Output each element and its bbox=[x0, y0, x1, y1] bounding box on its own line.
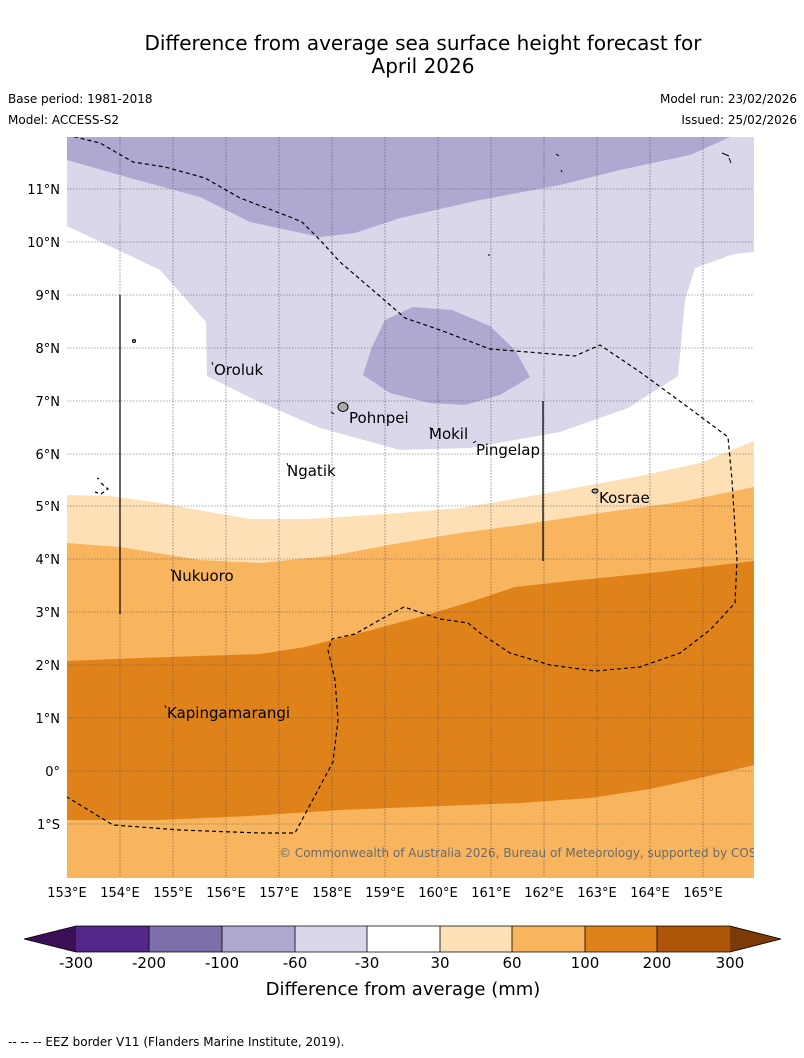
graticule bbox=[67, 137, 754, 878]
place-kosrae: Kosrae bbox=[599, 489, 650, 507]
colorbar-tick: 200 bbox=[643, 954, 672, 972]
colorbar-tick: -60 bbox=[283, 954, 308, 972]
sea-level-map: Oroluk Pohnpei Mokil Pingelap Ngatik Kos… bbox=[67, 137, 784, 878]
copyright-note: © Commonwealth of Australia 2026, Bureau… bbox=[279, 846, 784, 860]
lat-label: 3°N bbox=[36, 606, 61, 621]
base-period: Base period: 1981-2018 bbox=[8, 92, 153, 106]
colorbar: -300 -200 -100 -60 -30 30 60 100 200 300… bbox=[23, 925, 782, 1000]
lat-label: 2°N bbox=[36, 659, 61, 674]
lon-label: 156°E bbox=[206, 886, 246, 901]
colorbar-tick: -300 bbox=[59, 954, 93, 972]
title-line-2: April 2026 bbox=[371, 54, 475, 78]
lat-label: 0° bbox=[45, 765, 60, 780]
eez-border bbox=[67, 137, 738, 834]
lat-label: 1°S bbox=[37, 818, 60, 833]
colorbar-tick: 100 bbox=[571, 954, 600, 972]
lon-label: 155°E bbox=[153, 886, 193, 901]
colorbar-extend-low bbox=[24, 926, 76, 952]
lon-label: 163°E bbox=[577, 886, 617, 901]
colorbar-segment bbox=[76, 926, 149, 952]
lat-label: 6°N bbox=[36, 448, 61, 463]
title-line-1: Difference from average sea surface heig… bbox=[144, 31, 702, 55]
lon-label: 162°E bbox=[524, 886, 564, 901]
colorbar-segment bbox=[367, 926, 440, 952]
lon-label: 158°E bbox=[312, 886, 352, 901]
lon-label: 154°E bbox=[100, 886, 140, 901]
colorbar-segment bbox=[440, 926, 512, 952]
colorbar-tick: 60 bbox=[502, 954, 521, 972]
lat-label: 9°N bbox=[36, 289, 61, 304]
lon-label: 160°E bbox=[418, 886, 458, 901]
model-name: Model: ACCESS-S2 bbox=[8, 113, 120, 127]
colorbar-segment bbox=[222, 926, 295, 952]
place-kapingamarangi: Kapingamarangi bbox=[167, 704, 290, 722]
islet-north bbox=[132, 339, 136, 343]
place-mokil: Mokil bbox=[429, 425, 468, 443]
lat-label: 10°N bbox=[27, 236, 60, 251]
lat-label: 11°N bbox=[27, 183, 60, 198]
colorbar-title: Difference from average (mm) bbox=[266, 979, 541, 1000]
colorbar-segment bbox=[512, 926, 585, 952]
band-minus-100-60-north bbox=[67, 137, 730, 237]
colorbar-segment bbox=[657, 926, 730, 952]
colorbar-tick: 300 bbox=[716, 954, 745, 972]
islands bbox=[132, 339, 599, 494]
lon-label: 157°E bbox=[259, 886, 299, 901]
colorbar-tick: -100 bbox=[205, 954, 239, 972]
colorbar-tick: 30 bbox=[430, 954, 449, 972]
lat-label: 8°N bbox=[36, 342, 61, 357]
eez-footnote: -- -- -- EEZ border V11 (Flanders Marine… bbox=[8, 1035, 345, 1049]
small-islets bbox=[96, 152, 732, 480]
kosrae-island bbox=[591, 488, 599, 494]
island-markers bbox=[164, 361, 477, 709]
place-ngatik: Ngatik bbox=[287, 462, 336, 480]
model-run: Model run: 23/02/2026 bbox=[659, 92, 797, 106]
lon-label: 165°E bbox=[683, 886, 723, 901]
lat-label: 1°N bbox=[36, 712, 61, 727]
band-plus-100-200 bbox=[67, 561, 754, 820]
lat-label: 4°N bbox=[36, 553, 61, 568]
place-nukuoro: Nukuoro bbox=[171, 567, 234, 585]
lat-label: 7°N bbox=[36, 395, 61, 410]
band-minus-100-60-central bbox=[363, 307, 530, 405]
map-title: Difference from average sea surface heig… bbox=[0, 32, 804, 78]
pohnpei-island bbox=[337, 402, 349, 412]
colorbar-segment bbox=[295, 926, 367, 952]
lon-label: 161°E bbox=[471, 886, 511, 901]
lon-label: 153°E bbox=[47, 886, 87, 901]
colorbar-segment bbox=[149, 926, 222, 952]
colorbar-segment bbox=[585, 926, 657, 952]
lat-label: 5°N bbox=[36, 500, 61, 515]
place-oroluk: Oroluk bbox=[214, 361, 263, 379]
lon-label: 164°E bbox=[630, 886, 670, 901]
colorbar-outline bbox=[23, 925, 782, 953]
place-pohnpei: Pohnpei bbox=[349, 409, 409, 427]
colorbar-tick: -200 bbox=[132, 954, 166, 972]
colorbar-tick: -30 bbox=[355, 954, 380, 972]
lon-label: 159°E bbox=[365, 886, 405, 901]
issued-date: Issued: 25/02/2026 bbox=[681, 113, 797, 127]
place-pingelap: Pingelap bbox=[476, 441, 540, 459]
colorbar-extend-high bbox=[730, 926, 781, 952]
lat-axis: 11°N 10°N 9°N 8°N 7°N 6°N 5°N 4°N 3°N 2°… bbox=[27, 183, 60, 833]
lon-axis: 153°E 154°E 155°E 156°E 157°E 158°E 159°… bbox=[47, 886, 723, 901]
